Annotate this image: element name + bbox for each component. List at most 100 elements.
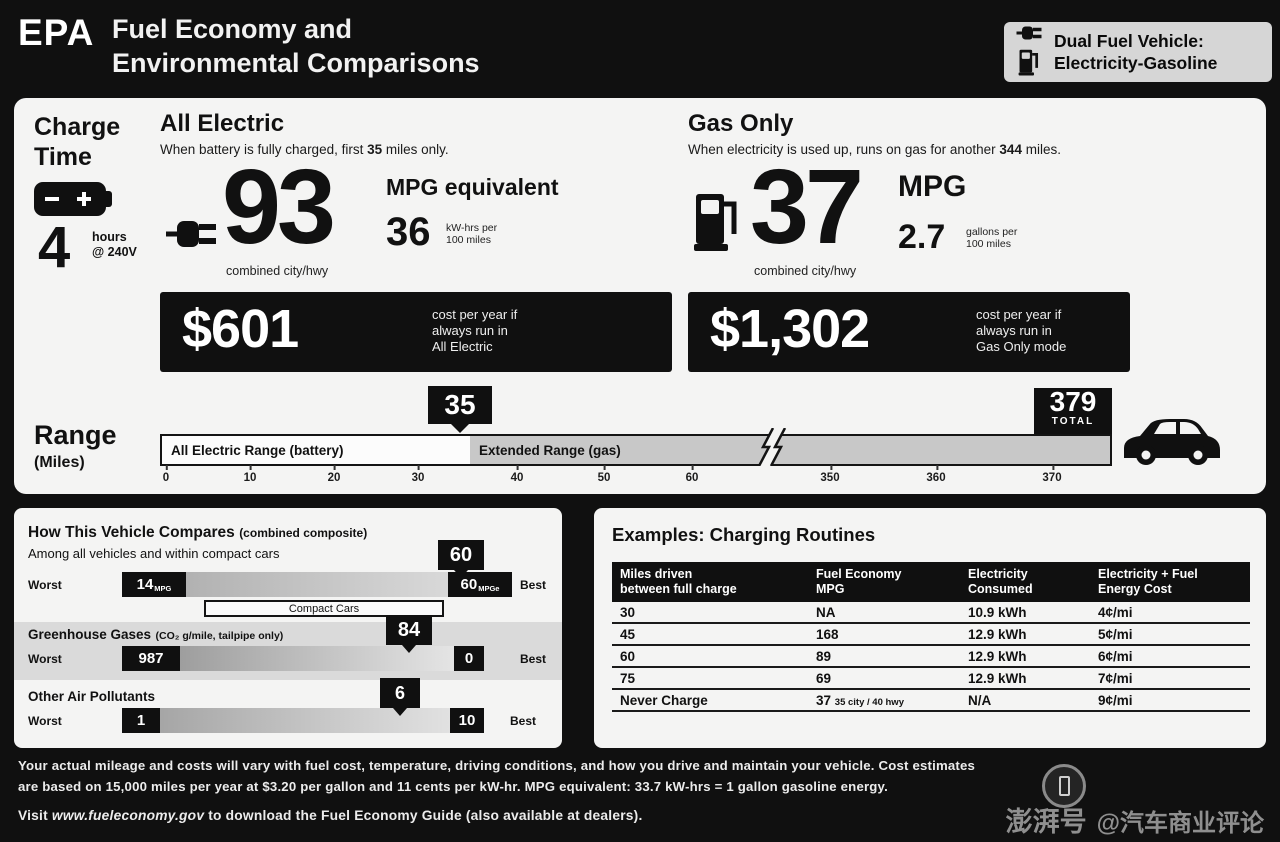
charge-unit-line1: hours — [92, 230, 127, 244]
badge-line1: Dual Fuel Vehicle: — [1054, 31, 1204, 51]
comparison-title-text: How This Vehicle Compares — [28, 524, 235, 541]
range-tick: 0 — [162, 465, 170, 484]
electric-mpge-label: MPG equivalent — [386, 174, 559, 200]
visit-line: Visit www.fueleconomy.gov to download th… — [18, 808, 642, 823]
electric-combined-label: combined city/hwy — [226, 264, 329, 278]
total-range-label: TOTAL — [1051, 416, 1095, 427]
all-electric-subtitle: When battery is fully charged, first 35 … — [160, 142, 449, 157]
col-header-line: Miles driven — [620, 567, 693, 581]
range-tick: 350 — [820, 465, 840, 484]
cell-mpg: 69 — [808, 667, 960, 690]
cell-mpg: 89 — [808, 645, 960, 668]
fuel-best-label: Best — [520, 578, 547, 592]
pollutants-title-text: Other Air Pollutants — [28, 689, 156, 704]
electric-cost-label3: All Electric — [432, 339, 493, 354]
comparison-title-note: (combined composite) — [239, 526, 368, 540]
disclaimer-line2: are based on 15,000 miles per year at $3… — [18, 779, 888, 794]
compact-cars-box: Compact Cars — [204, 600, 444, 617]
electric-range-flag: 35 — [428, 386, 492, 424]
cell-mpg: 168 — [808, 623, 960, 646]
total-range-flag: 379 TOTAL — [1034, 388, 1112, 434]
col-header-mpg: Fuel Economy MPG — [808, 562, 960, 602]
col-header-miles: Miles driven between full charge — [612, 562, 808, 602]
gas-cost-label2: always run in — [976, 323, 1052, 338]
ghg-title-text: Greenhouse Gases — [28, 627, 152, 642]
electric-range-segment: All Electric Range (battery) — [160, 434, 472, 466]
all-electric-sub-miles: 35 — [367, 142, 383, 157]
dual-fuel-badge-icons — [1012, 24, 1046, 81]
cell-mpg: 37 35 city / 40 hwy — [808, 689, 960, 712]
gas-sub-post: miles. — [1021, 142, 1061, 157]
cell-mpg: NA — [808, 602, 960, 624]
col-header-line: Fuel Economy — [816, 567, 902, 581]
fuel-worst-box: 14 MPG — [122, 572, 186, 597]
comparison-panel: How This Vehicle Compares (combined comp… — [14, 508, 562, 748]
ghg-worst-value: 987 — [138, 650, 164, 667]
col-header-cost: Electricity + Fuel Energy Cost — [1090, 562, 1250, 602]
charge-hours-value: 4 — [38, 215, 71, 280]
fuel-best-value: 60 — [460, 576, 478, 593]
gas-combined-label: combined city/hwy — [754, 264, 857, 278]
charge-time-line1: Charge — [34, 113, 121, 141]
fuel-best-unit: MPGe — [478, 584, 500, 593]
charge-time-line2: Time — [34, 143, 92, 171]
col-header-line: between full charge — [620, 582, 737, 596]
gas-cost-label3: Gas Only mode — [976, 339, 1067, 354]
col-header-line: MPG — [816, 582, 845, 596]
pollutants-worst-label: Worst — [28, 714, 62, 728]
electric-cost-label: cost per year if always run in All Elect… — [432, 307, 517, 355]
cell-electricity: 12.9 kWh — [960, 667, 1090, 690]
main-panel: Charge Time 4 hours @ 240V All Electric … — [14, 98, 1266, 494]
electric-cost-label2: always run in — [432, 323, 508, 338]
gas-range-segment: Extended Range (gas) — [470, 434, 1112, 466]
charging-table: Miles driven between full charge Fuel Eco… — [612, 562, 1250, 712]
cell-electricity: N/A — [960, 689, 1090, 712]
fuel-best-box: 60 MPGe — [448, 572, 512, 597]
table-row: 75 69 12.9 kWh 7¢/mi — [612, 667, 1250, 690]
gas-pump-icon — [1018, 48, 1040, 81]
cell-miles: 30 — [612, 602, 808, 624]
gas-gallons-label: gallons per 100 miles — [966, 226, 1017, 250]
table-row: 60 89 12.9 kWh 6¢/mi — [612, 645, 1250, 668]
cell-miles: 60 — [612, 645, 808, 668]
fueleconomy-url: www.fueleconomy.gov — [51, 808, 205, 823]
electric-cost-label1: cost per year if — [432, 307, 518, 322]
axis-break-icon — [758, 428, 787, 466]
ghg-worst-label: Worst — [28, 652, 62, 666]
ghg-vehicle-flag: 84 — [386, 615, 432, 645]
cell-electricity: 10.9 kWh — [960, 602, 1090, 624]
gas-sub-pre: When electricity is used up, runs on gas… — [688, 142, 1000, 157]
all-electric-sub-post: miles only. — [382, 142, 449, 157]
gas-only-title: Gas Only — [688, 110, 794, 137]
comparison-subtitle: Among all vehicles and within compact ca… — [28, 546, 280, 561]
pollutants-compare-bar: 1 10 — [122, 708, 484, 733]
gas-only-subtitle: When electricity is used up, runs on gas… — [688, 142, 1061, 157]
watermark-account-text: @汽车商业评论 — [1096, 810, 1264, 837]
gas-gallons-label2: 100 miles — [966, 238, 1011, 250]
pollutants-worst-box: 1 — [122, 708, 160, 733]
range-tick: 30 — [411, 465, 425, 484]
cell-electricity: 12.9 kWh — [960, 645, 1090, 668]
electric-kwh-label: kW-hrs per 100 miles — [446, 222, 497, 246]
ghg-title-note: (CO₂ g/mile, tailpipe only) — [155, 630, 284, 642]
header-title-line2: Environmental Comparisons — [112, 48, 480, 78]
range-tick: 60 — [685, 465, 699, 484]
pollutants-best-box: 10 — [450, 708, 484, 733]
watermark-logo-text: 澎湃号 — [1005, 807, 1087, 837]
ghg-best-box: 0 — [454, 646, 484, 671]
charging-routines-panel: Examples: Charging Routines Miles driven… — [594, 508, 1266, 748]
cell-cost: 6¢/mi — [1090, 645, 1250, 668]
gas-pump-icon-large — [694, 190, 740, 257]
electric-kwh-value: 36 — [386, 210, 431, 254]
ghg-worst-box: 987 — [122, 646, 180, 671]
pollutants-title: Other Air Pollutants — [28, 688, 155, 706]
smartphone-code-icon — [1042, 764, 1086, 808]
never-charge-mpg: 37 — [816, 693, 832, 708]
table-row: 30 NA 10.9 kWh 4¢/mi — [612, 602, 1250, 624]
gas-cost-bar: $1,302 cost per year if always run in Ga… — [688, 292, 1130, 372]
pollutants-vehicle-flag: 6 — [380, 678, 420, 708]
gas-sub-miles: 344 — [999, 142, 1022, 157]
range-tick: 40 — [510, 465, 524, 484]
never-charge-mpg-detail: 35 city / 40 hwy — [834, 697, 904, 708]
